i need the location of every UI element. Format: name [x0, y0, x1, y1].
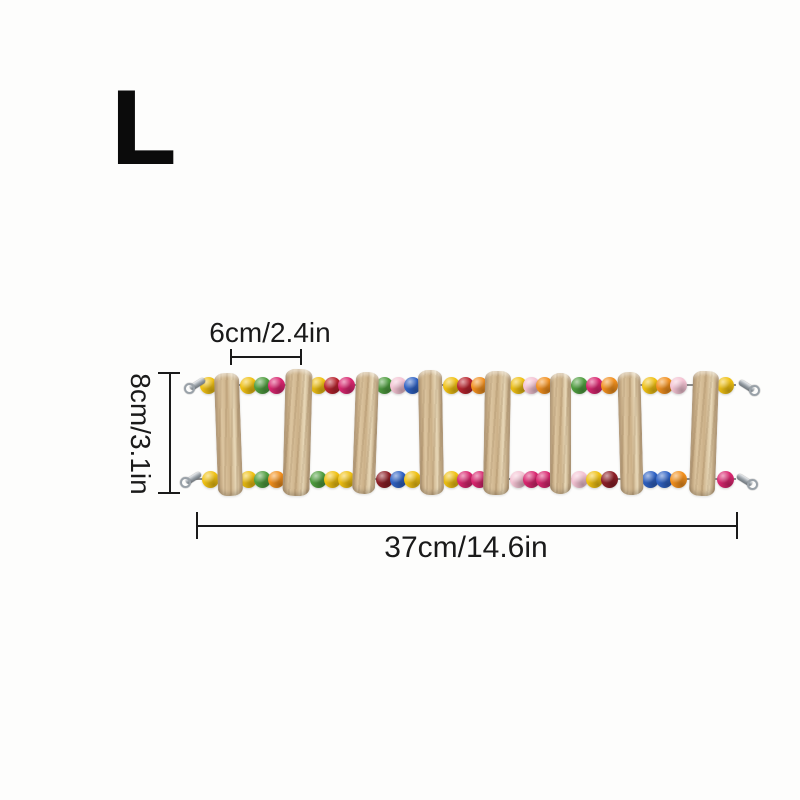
bead-magenta [522, 470, 540, 488]
metal-clip [734, 377, 760, 397]
bead-yellow [337, 470, 355, 488]
wooden-rung [213, 372, 243, 497]
metal-clip [184, 375, 210, 395]
wooden-rung [351, 371, 379, 495]
bead-blue [655, 470, 673, 488]
bead-yellow [509, 376, 527, 394]
bead-darkred [600, 470, 618, 488]
bead-palepink [509, 470, 527, 488]
bead-red [456, 376, 474, 394]
bead-magenta [337, 376, 355, 394]
bead-magenta [716, 470, 734, 488]
bead-green [253, 470, 271, 488]
clip-ring [184, 383, 195, 394]
height-dimension-cap-top [158, 372, 180, 374]
bead-orange [470, 376, 488, 394]
wooden-rung [688, 370, 720, 497]
wooden-rung [281, 368, 313, 497]
bead-yellow [323, 470, 341, 488]
bead-magenta [267, 376, 285, 394]
bead-yellow [239, 470, 257, 488]
bead-yellow [716, 376, 734, 394]
height-dimension-cap-bottom [158, 492, 180, 494]
bead-red [323, 376, 341, 394]
bead-green [309, 470, 327, 488]
bead-yellow [585, 470, 603, 488]
bead-green [253, 376, 271, 394]
bead-yellow [442, 470, 460, 488]
clip-ring [180, 477, 191, 488]
metal-clip [732, 471, 758, 491]
bead-palepink [669, 376, 687, 394]
clip-ring [747, 479, 758, 490]
length-dimension-tick-right [736, 512, 738, 539]
wooden-rung [549, 373, 571, 494]
bead-orange [655, 376, 673, 394]
bead-green [570, 376, 588, 394]
rung-spacing-dimension-tick-left [230, 349, 232, 365]
height-dimension-line [169, 373, 171, 494]
bead-orange [669, 470, 687, 488]
length-dimension-label: 37cm/14.6in [384, 531, 548, 564]
bead-orange [267, 470, 285, 488]
bead-palepink [389, 376, 407, 394]
wooden-rung [616, 371, 644, 496]
bead-yellow [403, 470, 421, 488]
bead-blue [389, 470, 407, 488]
rung-spacing-dimension-label: 6cm/2.4in [209, 317, 331, 348]
bead-yellow [641, 376, 659, 394]
metal-clip [180, 469, 206, 489]
bead-yellow [239, 376, 257, 394]
bead-orange [600, 376, 618, 394]
bead-magenta [535, 470, 553, 488]
bead-darkred [375, 470, 393, 488]
bead-blue [403, 376, 421, 394]
bead-green [375, 376, 393, 394]
ladder [180, 366, 764, 506]
rung-spacing-dimension-tick-right [300, 349, 302, 365]
clip-ring [749, 385, 760, 396]
bead-blue [641, 470, 659, 488]
bead-orange [535, 376, 553, 394]
wooden-rung [417, 369, 445, 496]
length-dimension-tick-left [196, 512, 198, 539]
bead-yellow [442, 376, 460, 394]
rung-spacing-dimension-line [231, 356, 302, 358]
bead-magenta [585, 376, 603, 394]
size-label: L [111, 70, 177, 186]
bead-palepink [570, 470, 588, 488]
bead-yellow [309, 376, 327, 394]
length-dimension-line [197, 525, 738, 527]
bead-palepink [522, 376, 540, 394]
height-dimension-label: 8cm/3.1in [125, 373, 156, 495]
bead-magenta [456, 470, 474, 488]
wooden-rung [482, 370, 512, 496]
bead-yellow [201, 470, 219, 488]
